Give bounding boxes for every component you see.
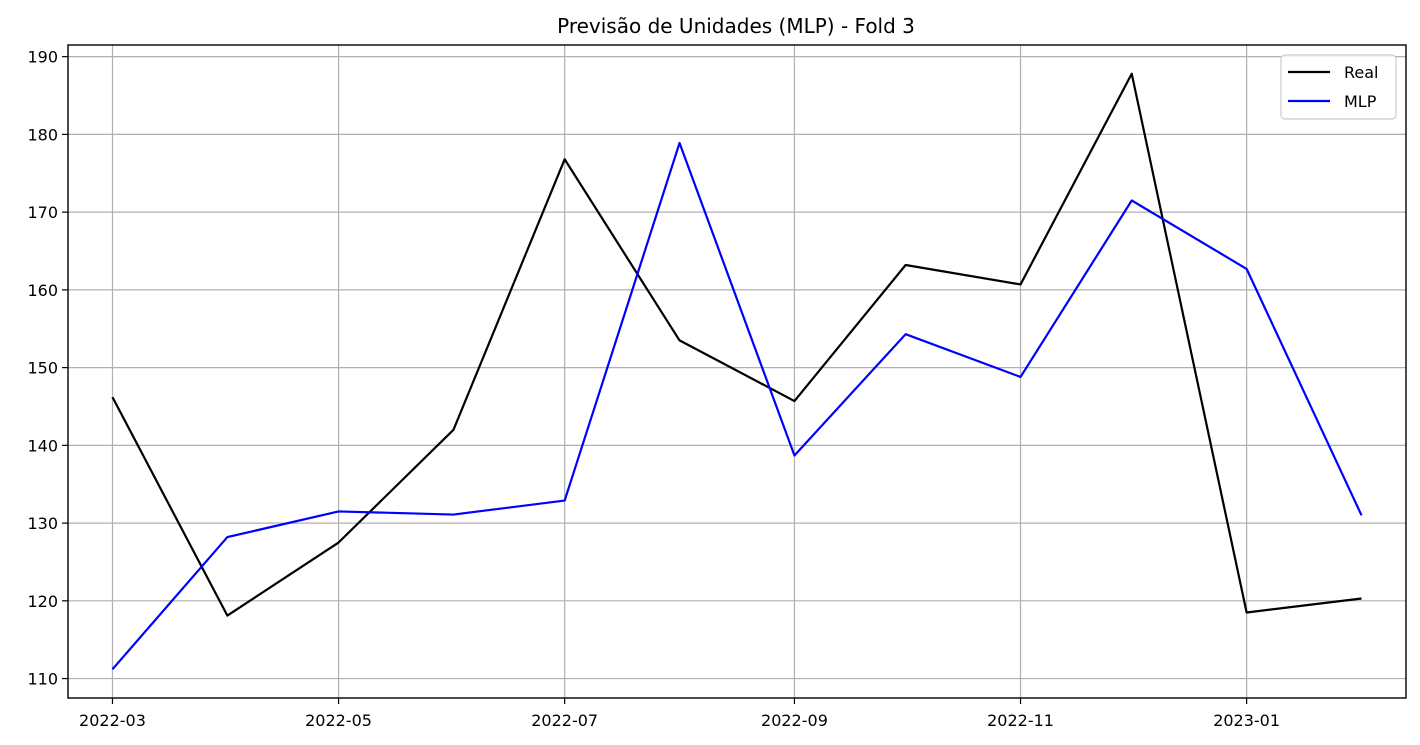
series-lines [111, 72, 1363, 670]
legend-box [1280, 54, 1397, 120]
y-tick-label: 180 [27, 125, 58, 144]
y-tick-label: 120 [27, 592, 58, 611]
plot-area-frame [67, 44, 1407, 699]
axis-ticks: 110 120 130 140 150 160 170 180 190 2022-03 2022-0… [27, 48, 1280, 730]
legend-label-real: Real [1344, 63, 1379, 82]
x-tick-label: 2022-11 [987, 711, 1054, 730]
series-line-mlp [111, 141, 1363, 670]
chart-title: Previsão de Unidades (MLP) - Fold 3 [557, 14, 915, 38]
x-tick-label: 2022-05 [305, 711, 372, 730]
y-tick-label: 140 [27, 436, 58, 455]
legend-label-mlp: MLP [1344, 92, 1377, 111]
x-tick-label: 2023-01 [1213, 711, 1280, 730]
series-line-real [111, 72, 1362, 617]
y-tick-label: 190 [27, 48, 58, 67]
y-tick-label: 130 [27, 514, 58, 533]
x-tick-label: 2022-09 [761, 711, 828, 730]
y-tick-label: 170 [27, 203, 58, 222]
y-tick-label: 110 [27, 670, 58, 689]
x-tick-label: 2022-03 [79, 711, 146, 730]
y-tick-label: 160 [27, 281, 58, 300]
x-tick-label: 2022-07 [531, 711, 598, 730]
y-tick-label: 150 [27, 359, 58, 378]
legend: Real MLP [1280, 54, 1397, 120]
